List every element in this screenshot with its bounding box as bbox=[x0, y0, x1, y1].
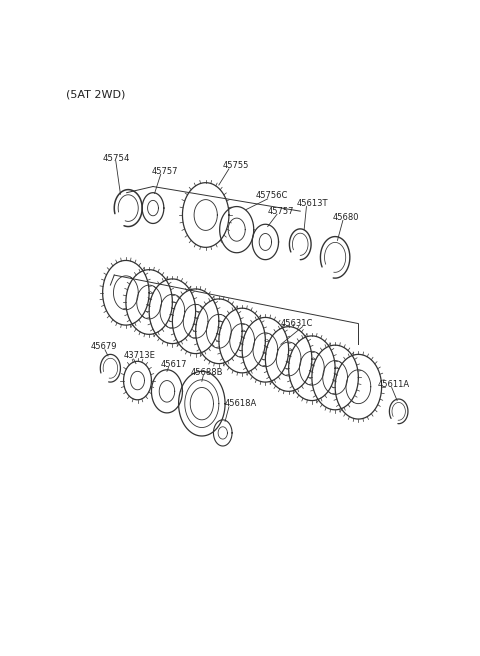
Text: (5AT 2WD): (5AT 2WD) bbox=[66, 89, 126, 100]
Text: 45631C: 45631C bbox=[281, 319, 313, 328]
Text: 45756C: 45756C bbox=[255, 192, 288, 200]
Text: 45757: 45757 bbox=[268, 207, 294, 216]
Text: 45688B: 45688B bbox=[190, 367, 223, 377]
Text: 45613T: 45613T bbox=[296, 199, 328, 208]
Text: 43713E: 43713E bbox=[123, 352, 156, 360]
Text: 45617: 45617 bbox=[161, 360, 187, 369]
Text: 45618A: 45618A bbox=[225, 399, 257, 408]
Text: 45679: 45679 bbox=[91, 342, 118, 351]
Text: 45680: 45680 bbox=[333, 213, 360, 222]
Text: 45755: 45755 bbox=[223, 161, 249, 170]
Text: 45611A: 45611A bbox=[378, 380, 410, 389]
Text: 45757: 45757 bbox=[152, 167, 178, 176]
Text: 45754: 45754 bbox=[103, 154, 130, 163]
